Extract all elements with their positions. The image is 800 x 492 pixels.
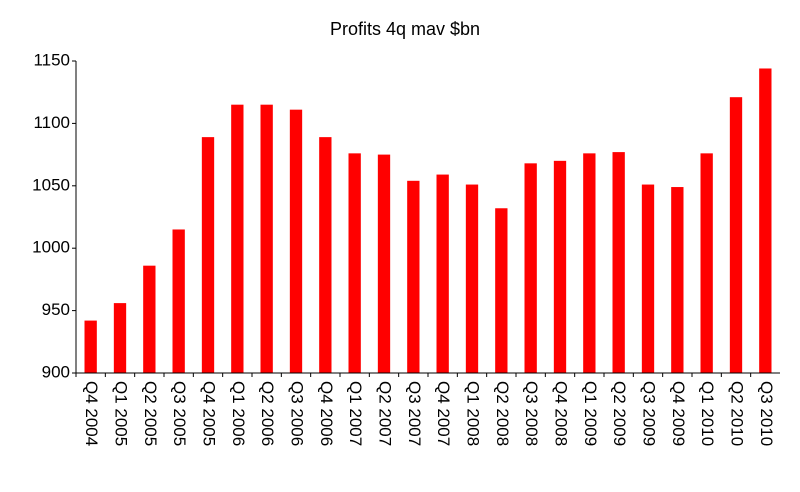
- x-tick-label: Q3 2010: [757, 381, 776, 446]
- bar: [260, 104, 273, 374]
- bar: [612, 152, 625, 373]
- bar: [319, 137, 332, 373]
- x-tick-label: Q1 2010: [698, 381, 717, 446]
- x-tick-label: Q2 2007: [376, 381, 395, 446]
- bar: [729, 97, 743, 373]
- bar: [700, 153, 713, 373]
- x-tick-label: Q2 2006: [258, 381, 277, 446]
- x-tick-label: Q3 2005: [170, 381, 189, 446]
- x-tick-label: Q4 2005: [200, 381, 219, 446]
- x-tick-label: Q3 2006: [288, 381, 307, 446]
- x-tick-label: Q2 2005: [141, 381, 160, 446]
- bar: [84, 320, 97, 373]
- bar: [553, 160, 567, 373]
- x-tick-label: Q1 2006: [229, 381, 248, 446]
- x-tick-label: Q2 2008: [493, 381, 512, 446]
- bar: [465, 184, 479, 373]
- x-tick-label: Q4 2009: [669, 381, 688, 446]
- bar: [671, 187, 684, 373]
- x-tick-label: Q1 2005: [112, 381, 131, 446]
- bar: [172, 229, 185, 373]
- bar: [348, 153, 361, 373]
- bar: [641, 184, 655, 373]
- y-tick-label: 950: [42, 300, 70, 319]
- x-tick-label: Q2 2009: [610, 381, 629, 446]
- y-tick-label: 1050: [32, 175, 70, 194]
- x-tick-label: Q3 2008: [522, 381, 541, 446]
- x-tick-label: Q3 2007: [405, 381, 424, 446]
- bar: [495, 208, 508, 373]
- chart-title: Profits 4q mav $bn: [330, 19, 480, 39]
- bar: [201, 137, 215, 373]
- x-tick-label: Q1 2007: [346, 381, 365, 446]
- x-tick-label: Q4 2004: [82, 381, 101, 446]
- x-tick-label: Q1 2009: [581, 381, 600, 446]
- x-tick-label: Q3 2009: [640, 381, 659, 446]
- x-tick-label: Q4 2007: [434, 381, 453, 446]
- bar: [524, 163, 537, 373]
- x-tick-label: Q2 2010: [728, 381, 747, 446]
- x-tick-label: Q1 2008: [464, 381, 483, 446]
- bar: [436, 174, 449, 373]
- bar: [231, 104, 244, 374]
- y-tick-label: 1000: [32, 238, 70, 257]
- bar: [759, 68, 772, 373]
- x-tick-label: Q4 2008: [552, 381, 571, 446]
- bar: [583, 153, 596, 373]
- y-tick-label: 900: [42, 362, 70, 381]
- x-tick-label: Q4 2006: [317, 381, 336, 446]
- bar: [113, 303, 127, 373]
- bar: [143, 265, 156, 373]
- y-tick-label: 1100: [33, 113, 70, 132]
- bar: [289, 109, 303, 373]
- bar: [377, 154, 391, 373]
- y-tick-label: 1150: [33, 50, 70, 69]
- bar: [407, 180, 420, 373]
